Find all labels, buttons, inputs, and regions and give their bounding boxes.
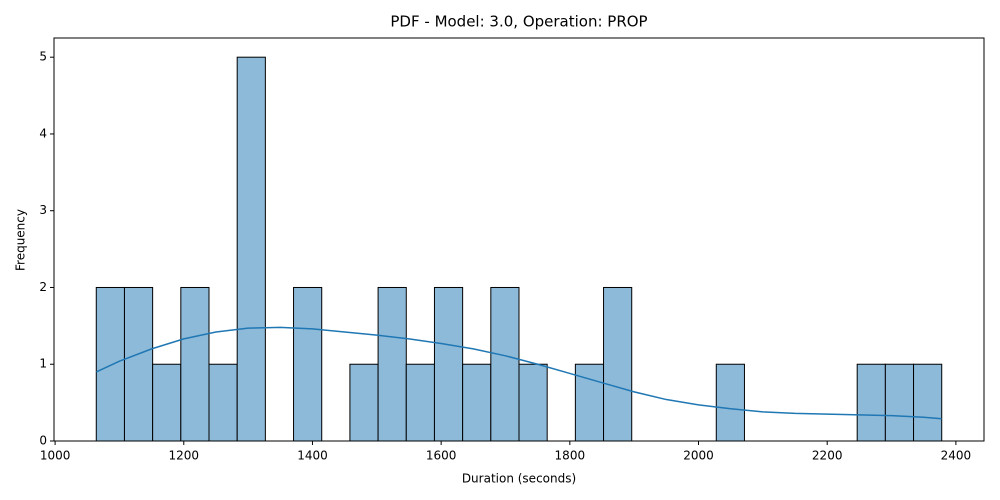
bar — [405, 363, 435, 442]
y-axis-label: Frequency — [14, 209, 28, 271]
y-tick-label: 3 — [39, 203, 47, 217]
x-tick-label: 1600 — [426, 449, 457, 463]
y-tick-label: 0 — [39, 434, 47, 448]
bar — [180, 286, 210, 442]
bar — [349, 363, 379, 442]
y-tick-label: 5 — [39, 50, 47, 64]
bar — [856, 363, 886, 442]
y-tick-label: 2 — [39, 280, 47, 294]
bar — [236, 56, 266, 442]
bar — [433, 286, 464, 442]
bar — [913, 363, 943, 442]
chart-title: PDF - Model: 3.0, Operation: PROP — [390, 13, 647, 31]
x-tick-label: 2200 — [812, 449, 843, 463]
bar — [603, 286, 633, 442]
y-tick-label: 4 — [39, 126, 47, 140]
bar — [208, 363, 238, 442]
bar — [95, 286, 125, 442]
bar — [884, 363, 915, 442]
kde-line — [95, 326, 942, 420]
bar — [518, 363, 548, 442]
x-tick-label: 1400 — [297, 449, 328, 463]
bar — [377, 286, 407, 442]
plot-frame — [53, 37, 985, 442]
x-tick-label: 1200 — [169, 449, 200, 463]
bar — [123, 286, 154, 442]
x-tick-label: 2000 — [683, 449, 714, 463]
bar — [490, 286, 520, 442]
bar — [462, 363, 492, 442]
x-tick-label: 1000 — [40, 449, 71, 463]
y-tick-label: 1 — [39, 357, 47, 371]
x-tick-label: 1800 — [555, 449, 586, 463]
bar — [715, 363, 745, 442]
bar — [293, 286, 323, 442]
bar — [152, 363, 182, 442]
x-axis-label: Duration (seconds) — [462, 472, 576, 486]
x-tick-label: 2400 — [941, 449, 972, 463]
